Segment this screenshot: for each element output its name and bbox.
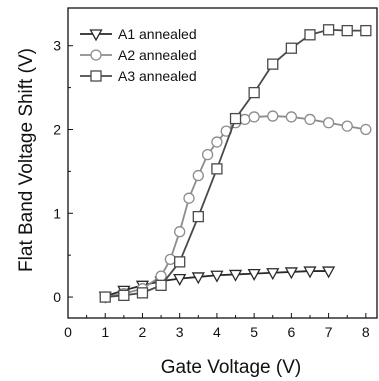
data-point	[341, 24, 353, 37]
data-point	[118, 289, 130, 302]
x-tick-label: 2	[139, 324, 147, 340]
data-point	[183, 192, 195, 204]
x-axis-title: Gate Voltage (V)	[161, 357, 301, 378]
data-point	[247, 268, 261, 281]
data-point	[90, 70, 102, 82]
data-point	[192, 169, 204, 182]
data-point	[266, 268, 280, 281]
data-point	[322, 266, 336, 279]
data-point	[229, 112, 242, 125]
data-point	[304, 113, 316, 126]
data-point	[248, 111, 260, 123]
data-point	[174, 226, 186, 238]
legend: A1 annealed A2 annealed A3 annealed	[80, 26, 197, 84]
data-point	[210, 270, 224, 283]
data-point	[303, 266, 317, 279]
series-a3-annealed	[99, 24, 372, 303]
data-point	[89, 29, 103, 42]
legend-entry: A2 annealed	[80, 47, 197, 63]
data-point	[304, 29, 316, 41]
x-tick-label: 1	[101, 324, 109, 340]
data-point	[164, 253, 177, 266]
data-point	[322, 24, 335, 36]
data-point	[99, 291, 111, 303]
y-tick-label: 0	[53, 289, 61, 305]
axis-ticks: 0 1 2 3 4 5 6 7 8 0 1 2 3	[53, 38, 370, 340]
series-layer	[98, 24, 372, 304]
x-tick-label: 6	[287, 324, 295, 340]
legend-label: A1 annealed	[118, 26, 197, 42]
plot-border	[67, 7, 378, 319]
x-tick-label: 7	[325, 324, 333, 340]
data-point	[173, 273, 187, 286]
data-point	[248, 86, 260, 99]
data-point	[155, 279, 167, 291]
data-point	[267, 58, 279, 70]
data-point	[211, 163, 223, 175]
data-point	[360, 24, 372, 37]
data-point	[174, 256, 186, 268]
data-point	[228, 269, 243, 282]
y-axis-title: Flat Band Voltage Shift (V)	[16, 48, 37, 272]
data-point	[360, 123, 372, 136]
y-tick-label: 2	[53, 121, 61, 137]
data-point	[267, 110, 279, 122]
y-tick-label: 3	[53, 38, 61, 54]
x-tick-label: 5	[250, 324, 258, 340]
plot-frame	[67, 7, 378, 319]
x-tick-label: 3	[176, 324, 184, 340]
data-point	[239, 113, 251, 126]
x-tick-label: 0	[64, 324, 72, 340]
x-tick-label: 8	[362, 324, 370, 340]
data-point	[284, 267, 298, 280]
data-point	[90, 49, 102, 61]
legend-entry: A1 annealed	[80, 26, 197, 42]
data-point	[201, 148, 214, 161]
data-point	[192, 210, 204, 223]
legend-entry: A3 annealed	[80, 68, 197, 84]
data-point	[341, 120, 353, 132]
legend-label: A3 annealed	[118, 68, 197, 84]
series-a1-annealed	[98, 266, 336, 304]
data-point	[211, 136, 223, 148]
legend-label: A2 annealed	[118, 47, 197, 63]
data-point	[191, 272, 205, 285]
data-point	[285, 111, 298, 123]
data-point	[285, 42, 298, 54]
y-tick-label: 1	[53, 205, 61, 221]
data-point	[322, 117, 335, 129]
data-point	[136, 287, 149, 299]
x-tick-label: 4	[213, 324, 221, 340]
